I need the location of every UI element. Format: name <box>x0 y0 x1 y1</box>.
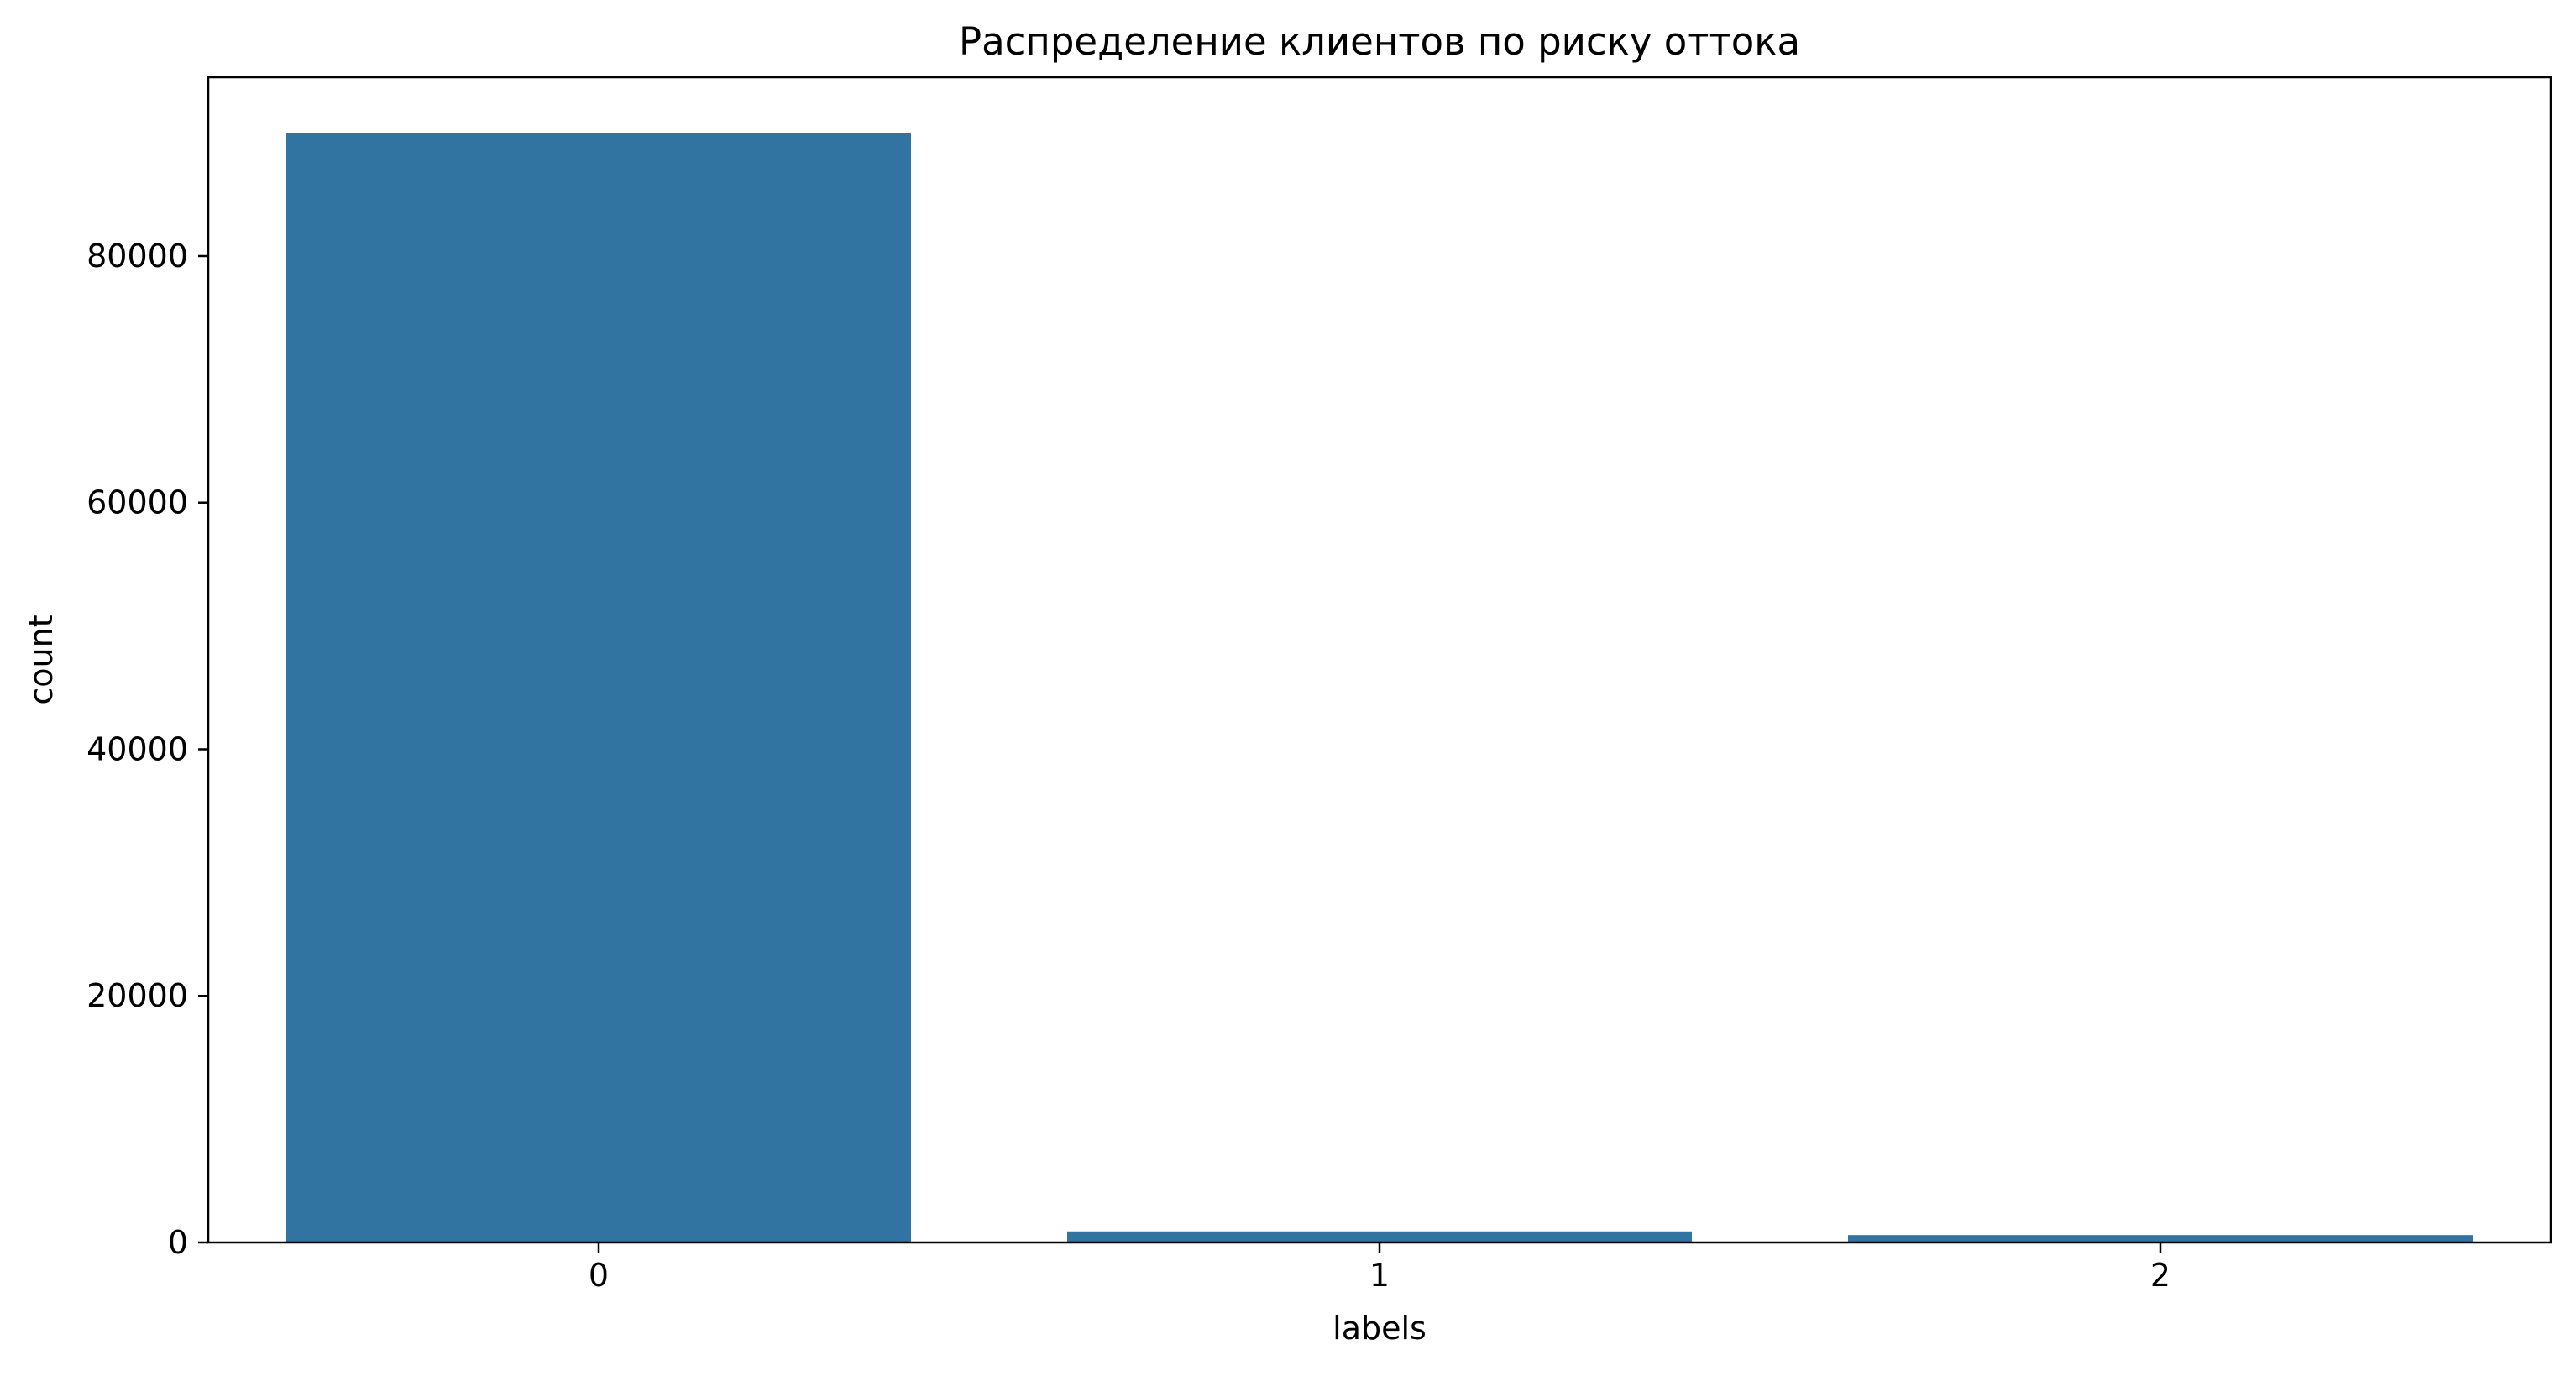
bar-1 <box>1067 1231 1692 1243</box>
bar-2 <box>1848 1235 2473 1243</box>
bars-layer <box>286 133 2473 1243</box>
x-axis: 0 1 2 <box>589 1243 2170 1294</box>
x-tick-label: 1 <box>1369 1257 1390 1294</box>
y-tick-label: 20000 <box>86 977 188 1014</box>
x-tick-label: 0 <box>589 1257 609 1294</box>
x-tick-label: 2 <box>2150 1257 2170 1294</box>
y-tick-label: 80000 <box>86 238 188 275</box>
chart-title: Распределение клиентов по риску оттока <box>959 19 1800 64</box>
y-tick-label: 0 <box>168 1224 188 1261</box>
bar-0 <box>286 133 911 1243</box>
y-tick-label: 40000 <box>86 730 188 767</box>
x-axis-label: labels <box>1333 1310 1427 1347</box>
y-axis: 0 20000 40000 60000 80000 <box>86 238 208 1261</box>
y-axis-label: count <box>23 615 60 704</box>
plot-frame <box>207 76 2552 1244</box>
y-tick-label: 60000 <box>86 484 188 521</box>
